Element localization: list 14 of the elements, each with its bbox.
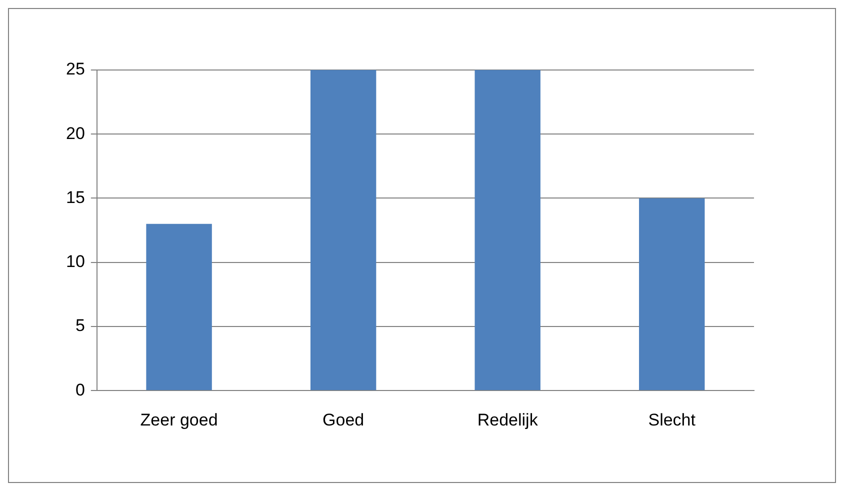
bar	[474, 70, 540, 390]
y-tick-label: 20	[66, 124, 85, 143]
y-tick-label: 25	[66, 60, 85, 79]
x-tick-label: Slecht	[648, 410, 696, 430]
y-tick-label: 5	[75, 316, 85, 336]
y-tick-label: 0	[75, 380, 85, 400]
bar	[146, 224, 212, 390]
x-tick-label: Redelijk	[477, 410, 538, 430]
bar	[310, 70, 376, 390]
y-tick-label: 10	[66, 252, 85, 272]
x-tick-label: Goed	[322, 410, 364, 430]
x-tick-label: Zeer goed	[140, 410, 218, 430]
bar	[639, 198, 705, 390]
y-tick-label: 15	[66, 188, 85, 207]
